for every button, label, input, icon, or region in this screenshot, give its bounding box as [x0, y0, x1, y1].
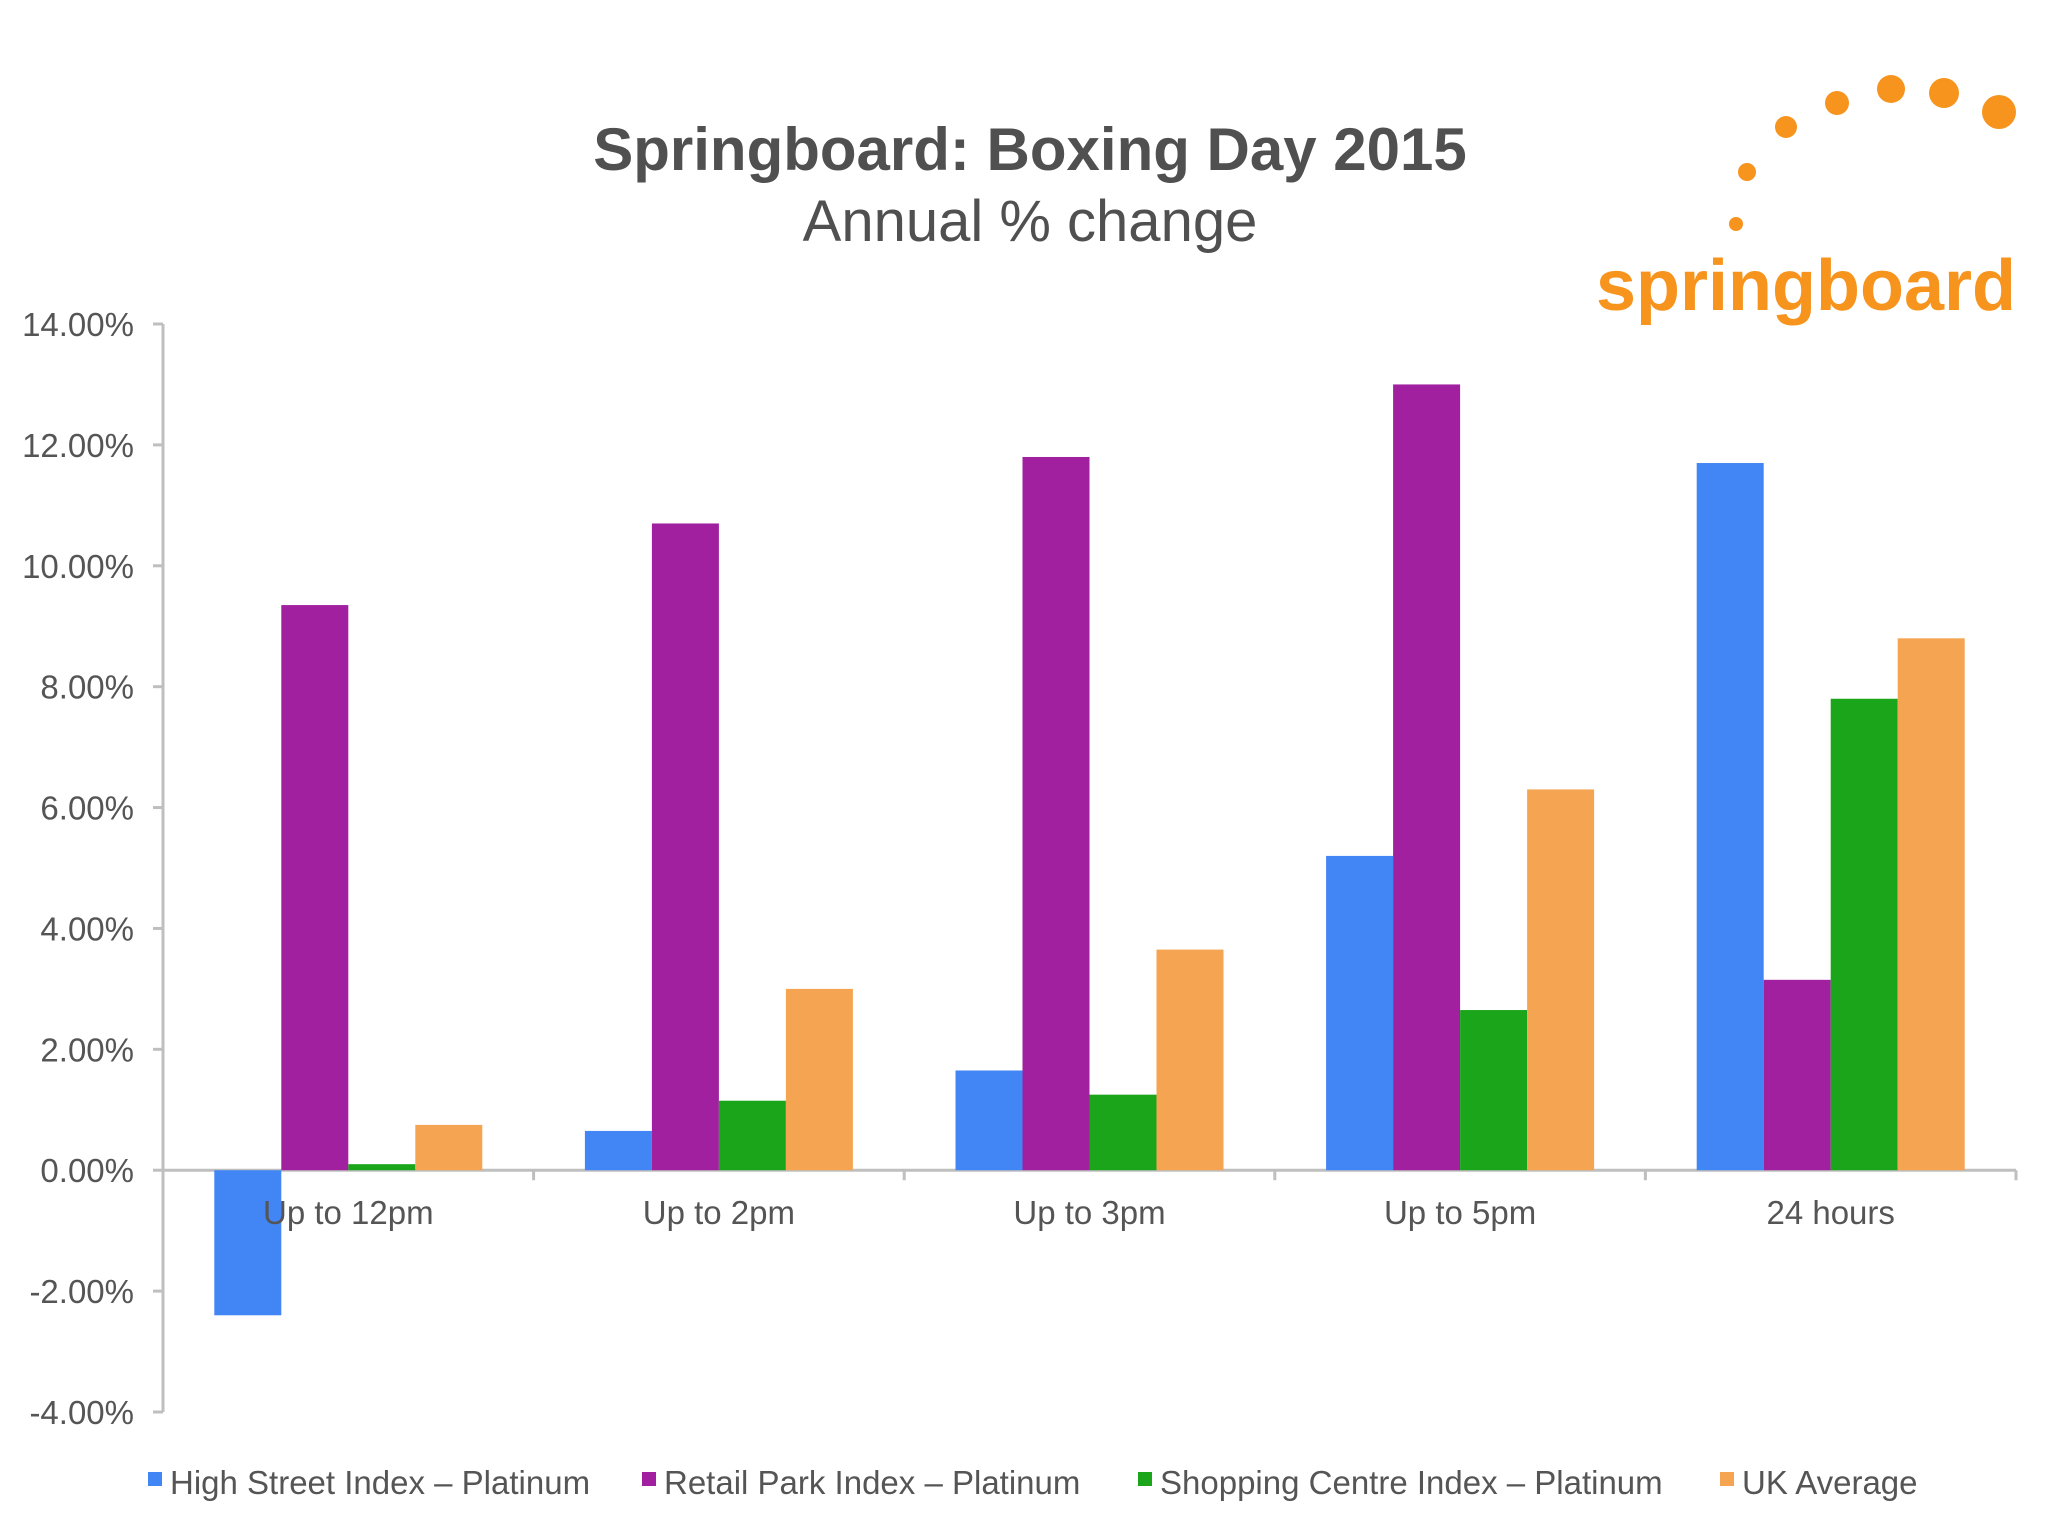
bar: [1527, 789, 1595, 1171]
y-tick-label: 0.00%: [40, 1152, 134, 1189]
y-tick-label: -2.00%: [29, 1273, 134, 1310]
x-axis: [161, 1168, 2018, 1181]
bar: [1897, 638, 1965, 1171]
logo-wordmark: springboard: [1596, 246, 2016, 326]
logo-dot: [1729, 217, 1743, 231]
bar: [1326, 855, 1394, 1171]
legend-item: Retail Park Index – Platinum: [642, 1464, 1080, 1501]
legend-item: Shopping Centre Index – Platinum: [1138, 1464, 1663, 1501]
y-tick-label: 4.00%: [40, 910, 134, 947]
x-category-label: Up to 2pm: [643, 1194, 795, 1231]
x-category-label: Up to 5pm: [1384, 1194, 1536, 1231]
bar: [1763, 979, 1831, 1171]
logo-dot: [1877, 75, 1905, 103]
x-category-label: Up to 12pm: [263, 1194, 434, 1231]
category-labels: Up to 12pm Up to 2pm Up to 3pm Up to 5pm 24 …: [263, 1194, 1895, 1231]
bar: [955, 1070, 1023, 1171]
y-tick-label: 10.00%: [22, 548, 134, 585]
y-tick-label: 12.00%: [22, 427, 134, 464]
legend: High Street Index – Platinum Retail Park …: [148, 1464, 1918, 1501]
bar: [1156, 949, 1224, 1171]
logo-dot: [1775, 116, 1797, 138]
legend-swatch: [148, 1472, 162, 1486]
bar: [1393, 384, 1461, 1171]
y-tick-label: 14.00%: [22, 306, 134, 343]
springboard-logo: springboard: [1596, 75, 2016, 326]
bar: [281, 605, 349, 1171]
legend-swatch: [1138, 1472, 1152, 1486]
bar: [651, 523, 719, 1171]
bar: [1460, 1010, 1528, 1171]
legend-label: Retail Park Index – Platinum: [664, 1464, 1080, 1501]
legend-item: UK Average: [1720, 1464, 1918, 1501]
bar: [415, 1124, 483, 1171]
y-tick-label: 8.00%: [40, 669, 134, 706]
logo-dot: [1929, 78, 1959, 108]
logo-dot: [1825, 91, 1849, 115]
bar: [1022, 456, 1090, 1171]
bar: [785, 988, 853, 1171]
chart-subtitle: Annual % change: [803, 189, 1258, 254]
bar: [1696, 463, 1764, 1171]
bar: [584, 1130, 652, 1171]
legend-label: Shopping Centre Index – Platinum: [1160, 1464, 1663, 1501]
bar: [348, 1164, 416, 1171]
y-tick-label: 2.00%: [40, 1031, 134, 1068]
bars: [214, 384, 1965, 1316]
x-category-label: 24 hours: [1766, 1194, 1894, 1231]
chart-title: Springboard: Boxing Day 2015: [593, 116, 1467, 183]
legend-label: High Street Index – Platinum: [170, 1464, 590, 1501]
bar: [214, 1170, 282, 1316]
x-category-label: Up to 3pm: [1013, 1194, 1165, 1231]
y-axis: 14.00% 12.00% 10.00% 8.00% 6.00% 4.00% 2.00% 0.…: [22, 306, 165, 1431]
bar: [718, 1100, 786, 1171]
y-tick-label: 6.00%: [40, 790, 134, 827]
bar: [1830, 698, 1898, 1171]
legend-swatch: [642, 1472, 656, 1486]
legend-swatch: [1720, 1472, 1734, 1486]
legend-item: High Street Index – Platinum: [148, 1464, 590, 1501]
bar: [1089, 1094, 1157, 1171]
logo-dot: [1982, 95, 2016, 129]
y-tick-label: -4.00%: [29, 1394, 134, 1431]
legend-label: UK Average: [1742, 1464, 1918, 1501]
logo-dot: [1738, 163, 1756, 181]
